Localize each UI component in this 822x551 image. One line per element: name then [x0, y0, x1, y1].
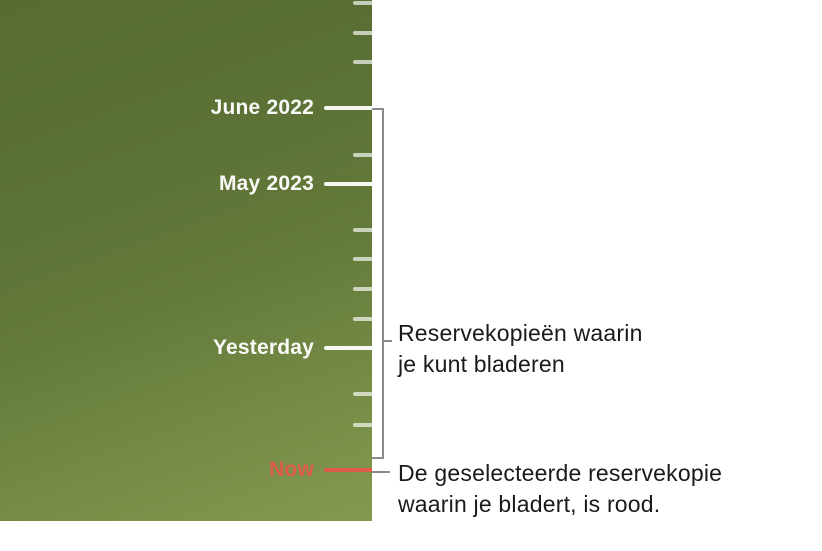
timeline-tick [353, 31, 372, 35]
bracket-bottom-lead [372, 457, 382, 459]
timeline-tick [353, 423, 372, 427]
bracket-top-lead [372, 108, 382, 110]
timeline-label[interactable]: May 2023 [219, 172, 314, 196]
annotation-selected: De geselecteerde reservekopie waarin je … [398, 458, 722, 520]
annotation-selected-line2: waarin je bladert, is rood. [398, 489, 722, 520]
timeline-tick [353, 317, 372, 321]
timeline-tick [353, 153, 372, 157]
timeline-label[interactable]: Now [269, 458, 314, 482]
timeline-panel: June 2022 May 2023 Yesterday Now [0, 0, 372, 521]
timeline-tick [353, 257, 372, 261]
annotation-selected-line1: De geselecteerde reservekopie [398, 458, 722, 489]
timeline-label[interactable]: Yesterday [213, 336, 314, 360]
timeline-tick-now[interactable] [324, 468, 372, 472]
timeline-tick [353, 392, 372, 396]
timeline-label[interactable]: June 2022 [211, 96, 314, 120]
annotation-browse-line1: Reservekopieën waarin [398, 318, 643, 349]
timeline-tick-labeled[interactable] [324, 182, 372, 186]
annotation-browse: Reservekopieën waarin je kunt bladeren [398, 318, 643, 380]
timeline-tick [353, 60, 372, 64]
timeline-tick [353, 287, 372, 291]
timeline-tick [353, 228, 372, 232]
timeline-tick-labeled[interactable] [324, 106, 372, 110]
now-lead [372, 471, 390, 473]
timeline-tick [353, 1, 372, 5]
bracket-mid-arm [382, 340, 392, 342]
annotation-browse-line2: je kunt bladeren [398, 349, 643, 380]
stage: June 2022 May 2023 Yesterday Now Reservekop… [0, 0, 822, 551]
timeline-tick-labeled[interactable] [324, 346, 372, 350]
bracket-vertical [382, 108, 384, 459]
